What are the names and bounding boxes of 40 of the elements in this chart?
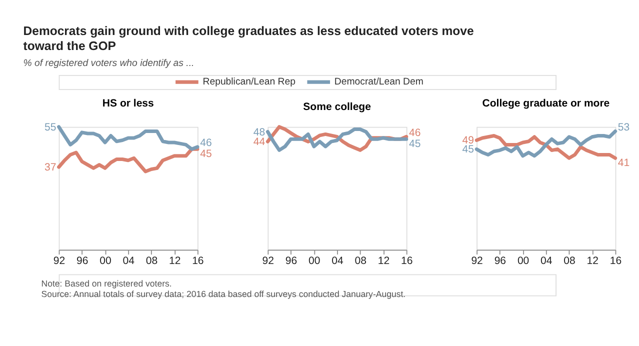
x-tick-label: 08 xyxy=(146,255,158,268)
x-tick-label: 04 xyxy=(122,255,135,268)
x-tick-label: 16 xyxy=(400,255,413,268)
x-tick-label: 12 xyxy=(378,255,390,268)
x-tick-label: 04 xyxy=(332,255,344,268)
data-label: 44 xyxy=(253,136,266,148)
data-label: 48 xyxy=(253,126,266,138)
x-tick-label: 12 xyxy=(168,255,181,268)
data-label: 46 xyxy=(409,126,421,139)
chart-title: Some college xyxy=(303,101,372,114)
chart-title: College graduate or more xyxy=(482,98,610,110)
source-note: Source: Annual totals of survey data; 2016 data based off surveys conducted January-August. xyxy=(41,289,406,300)
x-tick-label: 08 xyxy=(354,255,367,268)
data-label: 45 xyxy=(409,138,421,150)
x-tick-label: 08 xyxy=(564,255,576,268)
chart-title: HS or less xyxy=(102,98,154,110)
x-tick-label: 16 xyxy=(192,255,204,268)
x-tick-label: 16 xyxy=(610,255,622,268)
legend-label: Democrat/Lean Dem xyxy=(334,76,424,88)
data-label: 37 xyxy=(44,162,56,174)
x-tick-label: 00 xyxy=(100,255,112,268)
x-tick-label: 96 xyxy=(76,255,88,268)
data-label: 55 xyxy=(44,121,56,134)
text: % of registered voters who identify as ... xyxy=(23,58,194,69)
x-tick-label: 92 xyxy=(262,255,274,268)
x-tick-label: 00 xyxy=(308,255,320,268)
x-tick-label: 12 xyxy=(586,255,599,268)
x-tick-label: 96 xyxy=(285,255,298,268)
x-tick-label: 92 xyxy=(471,255,484,268)
text: Note: Based on registered voters. xyxy=(41,278,172,289)
x-tick-label: 00 xyxy=(517,255,530,268)
legend-label: Republican/Lean Rep xyxy=(202,76,296,88)
x-tick-label: 04 xyxy=(540,255,552,268)
data-label: 45 xyxy=(200,148,212,160)
data-label: 41 xyxy=(618,157,630,170)
x-tick-label: 92 xyxy=(53,255,66,268)
text: Democrats gain ground with college graduates as less educated voters move toward the GOP xyxy=(23,24,474,54)
data-label: 53 xyxy=(618,121,630,134)
x-tick-label: 96 xyxy=(494,255,506,268)
data-label: 46 xyxy=(200,137,212,150)
